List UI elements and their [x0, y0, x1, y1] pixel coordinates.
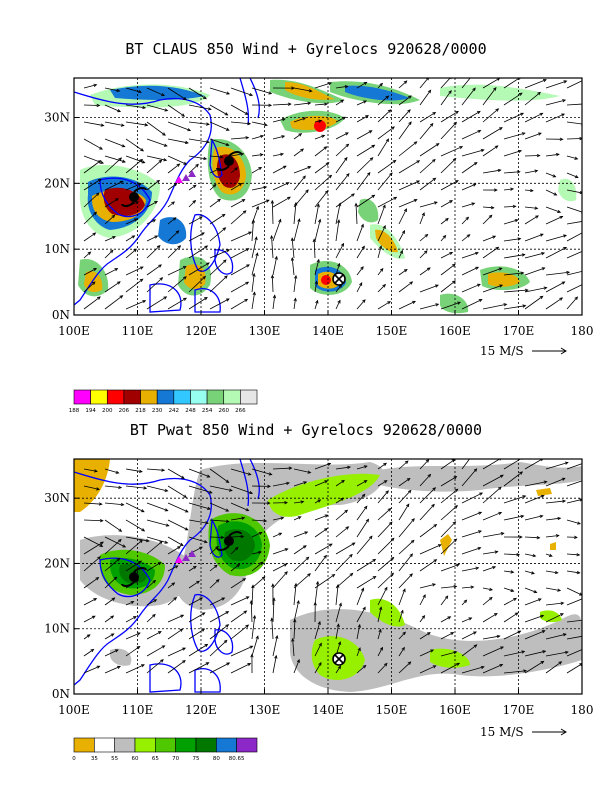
top-gyre-marker-purple-1: [182, 174, 190, 181]
top-x-tick-label: 180: [571, 324, 594, 338]
top-colorbar-swatch: [106, 389, 125, 405]
bottom-wind-vectors: [83, 459, 582, 674]
bottom-x-tick-label: 140E: [312, 703, 344, 717]
top-colorbar-swatch: [206, 389, 225, 405]
bottom-y-tick-label: 0N: [52, 687, 70, 701]
top-vector-scale: 15 M/S: [480, 344, 567, 358]
bottom-colorbar-swatch: [134, 737, 156, 753]
top-wind-vectors: [83, 78, 582, 310]
bottom-x-tick-label: 130E: [249, 703, 281, 717]
bottom-colorbar-swatch: [94, 737, 115, 753]
bottom-gyre-marker-purple-2: [188, 550, 196, 557]
top-colorbar-swatch: [140, 389, 158, 405]
top-x-tick-label: 150E: [376, 324, 408, 338]
bottom-x-tick-label: 100E: [58, 703, 90, 717]
top-x-tick-label: 140E: [312, 324, 344, 338]
bottom-colorbar-label: 55: [111, 756, 118, 762]
bottom-map-frame: [73, 458, 583, 695]
top-x-tick-label: 160E: [439, 324, 471, 338]
bottom-gyre-marker-magenta: [175, 556, 183, 563]
top-x-tick-label: 170E: [503, 324, 535, 338]
bottom-x-tick-label: 110E: [122, 703, 154, 717]
top-map: 100E 110E 120E 130E 140E 150E 160E 170E 180 0N 10N…: [44, 77, 593, 339]
top-colorbar-label: 194: [85, 408, 96, 414]
bottom-axis-labels: 100E 110E 120E 130E 140E 150E 160E 170E 180 0N 10N…: [44, 491, 593, 717]
bottom-colorbar-swatch: [236, 737, 258, 753]
top-panel-title: BT CLAUS 850 Wind + Gyrelocs 920628/0000: [125, 40, 487, 58]
bottom-y-tick-label: 20N: [44, 556, 70, 570]
bottom-colorbar: 0 35 55 60 65 70 75 80 80.65: [72, 737, 258, 762]
top-map-frame: [73, 77, 583, 316]
top-axis-labels: 100E 110E 120E 130E 140E 150E 160E 170E 180 0N 10N…: [44, 111, 593, 339]
bottom-coastlines: [74, 459, 260, 693]
bottom-colorbar-label: 65: [152, 756, 159, 762]
top-cyclone-symbol-2: [216, 151, 242, 171]
bottom-x-tick-label: 170E: [503, 703, 535, 717]
top-y-tick-label: 10N: [44, 242, 70, 256]
top-gyre-marker-purple-2: [188, 170, 196, 177]
top-colorbar-label: 266: [235, 408, 246, 414]
bottom-colorbar-label: 35: [91, 756, 98, 762]
top-gyre-marker-magenta: [175, 176, 183, 183]
top-cyclone-symbol-1: [121, 187, 147, 207]
bottom-x-tick-label: 180: [571, 703, 594, 717]
top-coastlines: [74, 78, 260, 313]
top-colorbar-label: 260: [218, 408, 229, 414]
top-colorbar-label: 230: [152, 408, 163, 414]
bottom-colorbar-label: 60: [132, 756, 139, 762]
top-colorbar-label: 206: [119, 408, 130, 414]
bottom-map: 100E 110E 120E 130E 140E 150E 160E 170E 180 0N 10N…: [44, 458, 593, 717]
bottom-colorbar-label: 70: [172, 756, 179, 762]
top-colorbar-label: 218: [135, 408, 146, 414]
top-x-tick-label: 100E: [58, 324, 90, 338]
bottom-vector-scale: 15 M/S: [480, 725, 567, 739]
top-x-tick-label: 110E: [122, 324, 154, 338]
bottom-x-tick-label: 120E: [185, 703, 217, 717]
bottom-colorbar-swatch: [216, 737, 237, 753]
bottom-y-tick-label: 10N: [44, 622, 70, 636]
bottom-colorbar-swatch: [73, 737, 95, 753]
top-colorbar-swatch: [123, 389, 141, 405]
top-x-tick-label: 120E: [185, 324, 217, 338]
bottom-colorbar-swatch: [175, 737, 197, 753]
bottom-colorbar-label: 80: [213, 756, 220, 762]
top-colorbar-label: 188: [69, 408, 80, 414]
top-colorbar-swatch: [90, 389, 108, 405]
top-colorbar-swatch: [73, 389, 91, 405]
bottom-colorbar-label: 75: [193, 756, 200, 762]
bottom-colorbar-swatch: [114, 737, 136, 753]
top-vector-scale-label: 15 M/S: [480, 344, 524, 358]
bottom-cyclone-symbol-1: [121, 567, 147, 587]
bottom-colorbar-swatch: [195, 737, 217, 753]
top-colorbar-label: 200: [102, 408, 113, 414]
bottom-cyclone-symbol-2: [216, 531, 242, 551]
bottom-x-tick-label: 160E: [439, 703, 471, 717]
top-y-tick-label: 20N: [44, 176, 70, 190]
top-colorbar-label: 242: [169, 408, 180, 414]
top-y-tick-label: 0N: [52, 308, 70, 322]
bottom-gyre-marker-purple-1: [182, 554, 190, 561]
top-colorbar-swatch: [156, 389, 175, 405]
top-colorbar-label: 254: [202, 408, 213, 414]
top-cloud-shading: [78, 79, 577, 314]
bottom-y-tick-label: 30N: [44, 491, 70, 505]
bottom-disturbance-symbol: [332, 652, 346, 666]
bottom-colorbar-label: 80.65: [229, 756, 245, 762]
top-disturbance-symbol: [332, 272, 346, 286]
top-x-tick-label: 130E: [249, 324, 281, 338]
top-colorbar-label: 248: [185, 408, 196, 414]
bottom-panel-title: BT Pwat 850 Wind + Gyrelocs 920628/0000: [129, 421, 483, 439]
bottom-colorbar-swatch: [155, 737, 176, 753]
top-colorbar-swatch: [240, 389, 258, 405]
bottom-x-tick-label: 150E: [376, 703, 408, 717]
top-colorbar-swatch: [190, 389, 208, 405]
top-colorbar-swatch: [223, 389, 241, 405]
top-colorbar-swatch: [173, 389, 191, 405]
top-colorbar: 188 194 200 206 218 230 242 248 254 260 266: [69, 389, 258, 414]
top-grid-lines: [73, 78, 583, 316]
bottom-colorbar-label: 0: [72, 756, 76, 762]
top-y-tick-label: 30N: [44, 111, 70, 125]
bottom-vector-scale-label: 15 M/S: [480, 725, 524, 739]
